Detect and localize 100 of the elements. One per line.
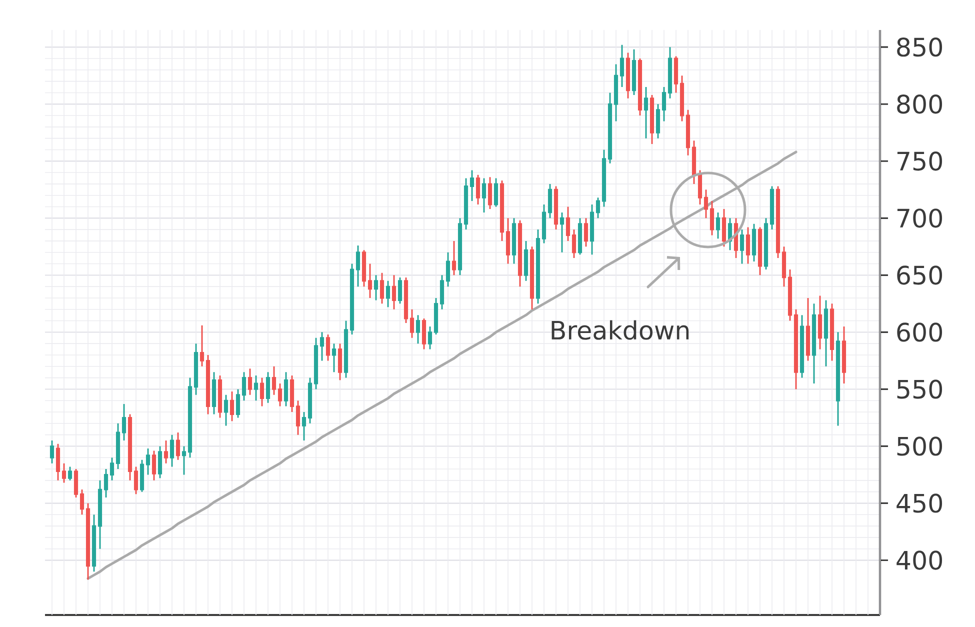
candlestick xyxy=(194,342,198,396)
candlestick xyxy=(260,377,264,408)
candlestick xyxy=(476,174,480,206)
y-tick-label: 450 xyxy=(896,494,942,513)
candlestick xyxy=(104,468,108,498)
candlestick xyxy=(578,217,582,256)
candlestick xyxy=(74,468,78,498)
candlestick xyxy=(152,450,156,482)
candlestick xyxy=(488,176,492,210)
candlestick xyxy=(98,480,102,550)
candlestick xyxy=(296,400,300,436)
candlestick xyxy=(482,178,486,214)
candlestick xyxy=(122,403,126,442)
y-tick-label: 700 xyxy=(897,208,942,228)
candlestick xyxy=(338,342,342,381)
candlestick xyxy=(434,297,438,336)
candlestick xyxy=(776,185,780,259)
candlestick xyxy=(236,388,240,418)
candlestick xyxy=(206,354,210,416)
y-tick-label: 800 xyxy=(897,94,942,114)
candlestick xyxy=(86,502,90,580)
candlestick xyxy=(752,223,756,262)
candlestick xyxy=(92,514,96,572)
candlestick xyxy=(218,374,222,418)
candlestick xyxy=(506,217,510,264)
y-tick-label: 400 xyxy=(896,550,942,570)
candlestick xyxy=(518,220,522,288)
candlestick xyxy=(80,488,84,516)
candlestick xyxy=(680,74,684,122)
candlestick xyxy=(128,414,132,482)
candlestick xyxy=(272,366,276,396)
candlestick xyxy=(722,208,726,248)
candlestick xyxy=(140,459,144,493)
candlestick xyxy=(56,443,60,482)
candlestick xyxy=(170,434,174,468)
candlestick xyxy=(278,382,282,408)
annotation: Breakdown xyxy=(552,320,689,340)
candlestick xyxy=(530,246,534,310)
candlestick xyxy=(188,377,192,458)
candlestick xyxy=(692,140,696,185)
y-tick-label: 650 xyxy=(897,266,942,285)
candlestick xyxy=(410,308,414,339)
candlestick xyxy=(110,456,114,482)
y-tick-label: 600 xyxy=(897,322,942,342)
candlestick xyxy=(176,432,180,461)
candlestick xyxy=(830,302,834,362)
candlestick xyxy=(212,371,216,416)
candlestick xyxy=(566,206,570,242)
candlestick xyxy=(704,188,708,219)
candlestick xyxy=(758,226,762,276)
candlestick xyxy=(458,217,462,276)
candlestick xyxy=(230,390,234,422)
candlestick xyxy=(650,94,654,145)
candlestick xyxy=(710,200,714,236)
candlestick xyxy=(440,274,444,310)
candlestick xyxy=(326,334,330,362)
candlestick xyxy=(590,204,594,256)
candlestick xyxy=(536,228,540,304)
candlestick xyxy=(248,368,252,396)
candlestick xyxy=(596,196,600,219)
candlestick xyxy=(686,109,690,156)
candlestick xyxy=(446,252,450,288)
candlestick xyxy=(422,318,426,350)
candlestick xyxy=(512,217,516,264)
candlestick xyxy=(806,297,810,362)
y-tick-label: 750 xyxy=(897,152,942,171)
candlestick xyxy=(284,371,288,408)
candlestick xyxy=(746,226,750,264)
candlestick xyxy=(158,445,162,479)
candlestick xyxy=(350,263,354,336)
candlestick xyxy=(632,48,636,96)
candlestick xyxy=(626,52,630,100)
candlestick xyxy=(608,92,612,164)
candlestick xyxy=(656,103,660,140)
candlestick xyxy=(266,371,270,404)
candlestick xyxy=(764,217,768,270)
candlestick xyxy=(788,268,792,322)
candlestick xyxy=(674,55,678,94)
candlestick xyxy=(68,466,72,482)
candlestick xyxy=(500,180,504,242)
y-tick-label: 850 xyxy=(897,38,942,57)
candlestick xyxy=(314,337,318,390)
candlestick xyxy=(290,374,294,413)
candlestick xyxy=(428,326,432,350)
candlestick xyxy=(344,320,348,379)
candlestick xyxy=(800,314,804,379)
candlestick xyxy=(50,440,54,464)
candlestick xyxy=(308,377,312,424)
candlestick xyxy=(242,371,246,402)
candlestick xyxy=(572,228,576,259)
candlestick xyxy=(662,86,666,122)
candlestick xyxy=(548,183,552,219)
candlestick xyxy=(584,217,588,248)
candlestick xyxy=(836,331,840,426)
candlestick xyxy=(716,212,720,240)
candlestick xyxy=(602,148,606,208)
candlestick xyxy=(494,178,498,208)
candlestick xyxy=(770,185,774,230)
candlestick xyxy=(614,63,618,122)
candlestick xyxy=(398,276,402,304)
